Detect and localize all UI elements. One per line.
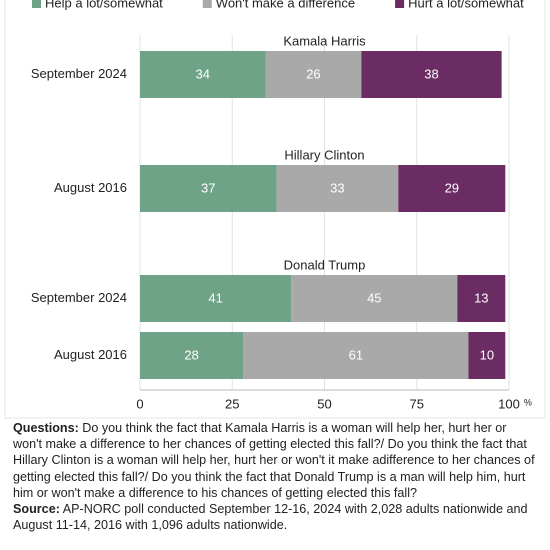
data-label: 41	[208, 290, 222, 305]
bar-segment	[140, 165, 277, 212]
x-tick-label: 50	[317, 396, 331, 411]
x-tick-label: 75	[410, 396, 424, 411]
questions-label: Questions:	[13, 421, 79, 435]
panel-title: Donald Trump	[284, 257, 366, 272]
chart: Help a lot/somewhat Won't make a differen…	[4, 0, 546, 419]
bar-segment	[457, 275, 506, 322]
notes: Questions: Do you think the fact that Ka…	[13, 420, 538, 533]
legend-label: Won't make a difference	[216, 0, 355, 10]
source: Source: AP-NORC poll conducted September…	[13, 501, 538, 533]
bar-segment	[140, 275, 292, 322]
legend-swatch	[395, 0, 405, 8]
legend-label: Hurt a lot/somewhat	[408, 0, 524, 10]
y-tick-label: August 2016	[54, 180, 127, 195]
bar-segment	[276, 165, 399, 212]
panel-title: Kamala Harris	[283, 33, 366, 48]
x-tick-label: 0	[136, 396, 143, 411]
bar-segment	[265, 51, 362, 98]
panel-title: Hillary Clinton	[284, 147, 364, 162]
questions-text: Do you think the fact that Kamala Harris…	[13, 421, 535, 500]
data-label: 34	[195, 66, 209, 81]
data-label: 45	[367, 290, 381, 305]
frame	[4, 0, 546, 419]
data-label: 33	[330, 180, 344, 195]
x-tick-label: 100	[498, 396, 520, 411]
legend-label: Help a lot/somewhat	[45, 0, 163, 10]
bar-segment	[243, 332, 469, 379]
bar-segment	[291, 275, 458, 322]
data-label: 61	[349, 347, 363, 362]
data-label: 10	[480, 347, 494, 362]
data-label: 13	[474, 290, 488, 305]
legend-swatch	[32, 0, 41, 8]
source-text: AP-NORC poll conducted September 12-16, …	[13, 502, 528, 533]
legend-swatch	[202, 0, 212, 8]
x-tick-label: 25	[225, 396, 239, 411]
y-tick-label: September 2024	[31, 66, 127, 81]
source-label: Source:	[13, 502, 60, 517]
bar-segment	[140, 332, 244, 379]
data-label: 29	[445, 180, 459, 195]
data-label: 38	[424, 66, 438, 81]
bar-segment	[361, 51, 502, 98]
bar-segment	[468, 332, 506, 379]
data-label: 37	[201, 180, 215, 195]
x-unit: %	[524, 397, 532, 407]
data-label: 26	[306, 66, 320, 81]
bar-segment	[140, 51, 266, 98]
bar-segment	[398, 165, 506, 212]
y-tick-label: September 2024	[31, 290, 127, 305]
questions: Questions: Do you think the fact that Ka…	[13, 420, 538, 501]
y-tick-label: August 2016	[54, 347, 127, 362]
data-label: 28	[184, 347, 198, 362]
